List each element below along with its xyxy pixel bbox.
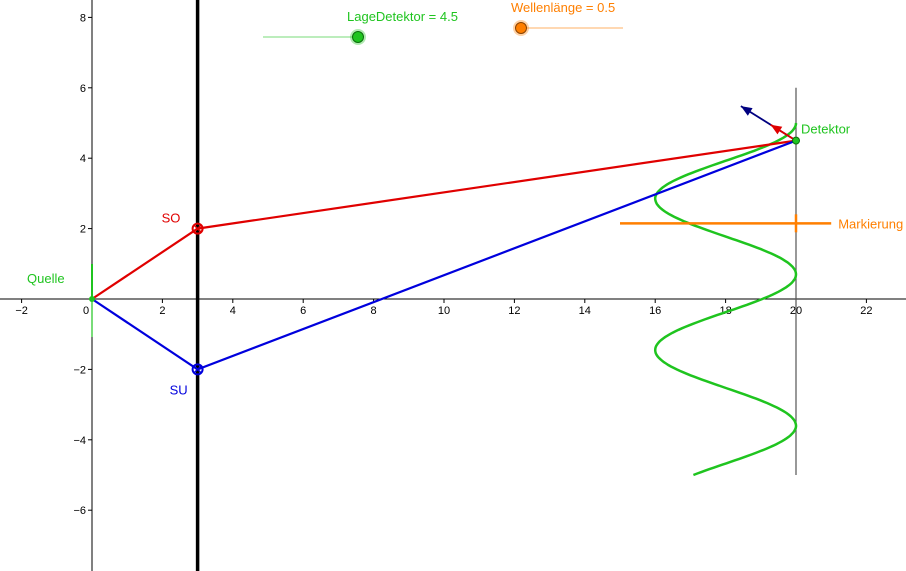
x-tick-label: 12 (508, 305, 520, 317)
x-tick-label: 0 (83, 305, 89, 317)
lage-slider-label: LageDetektor = 4.5 (347, 9, 458, 24)
x-tick-label: 8 (371, 305, 377, 317)
phasor-arrow-dark-head (740, 106, 753, 116)
x-tick-label: 22 (860, 305, 872, 317)
x-tick-label: 4 (230, 305, 236, 317)
x-tick-label: 6 (300, 305, 306, 317)
x-axis-ticks: −2 0 2 4 6 8 10 12 14 16 18 20 22 (15, 299, 873, 317)
detektor-label: Detektor (801, 122, 851, 137)
y-tick-label: −6 (73, 505, 86, 517)
su-label: SU (170, 382, 188, 397)
y-tick-label: 8 (80, 12, 86, 24)
x-tick-label: 10 (438, 305, 450, 317)
lage-slider-handle[interactable] (352, 31, 364, 43)
y-tick-label: 4 (80, 153, 86, 165)
y-tick-label: −4 (73, 435, 86, 447)
x-tick-label: −2 (15, 305, 28, 317)
y-axis-ticks: 8 6 4 2 −2 −4 −6 (73, 12, 92, 517)
y-tick-label: 2 (80, 224, 86, 236)
markierung-label: Markierung (838, 216, 903, 231)
quelle-label: Quelle (27, 271, 65, 286)
phasor-arrow-red-head (770, 124, 783, 135)
so-label: SO (162, 211, 181, 226)
x-tick-label: 14 (579, 305, 591, 317)
so-point[interactable] (191, 222, 204, 235)
wellen-slider-handle[interactable] (515, 22, 527, 34)
wellen-slider-label: Wellenlänge = 0.5 (511, 0, 615, 15)
detektor-point[interactable] (792, 136, 800, 145)
wave-curve (653, 122, 798, 477)
quelle-point[interactable] (89, 296, 95, 302)
x-tick-label: 16 (649, 305, 661, 317)
su-point[interactable] (191, 363, 204, 376)
y-tick-label: −2 (73, 364, 86, 376)
y-tick-label: 6 (80, 83, 86, 95)
x-tick-label: 2 (159, 305, 165, 317)
